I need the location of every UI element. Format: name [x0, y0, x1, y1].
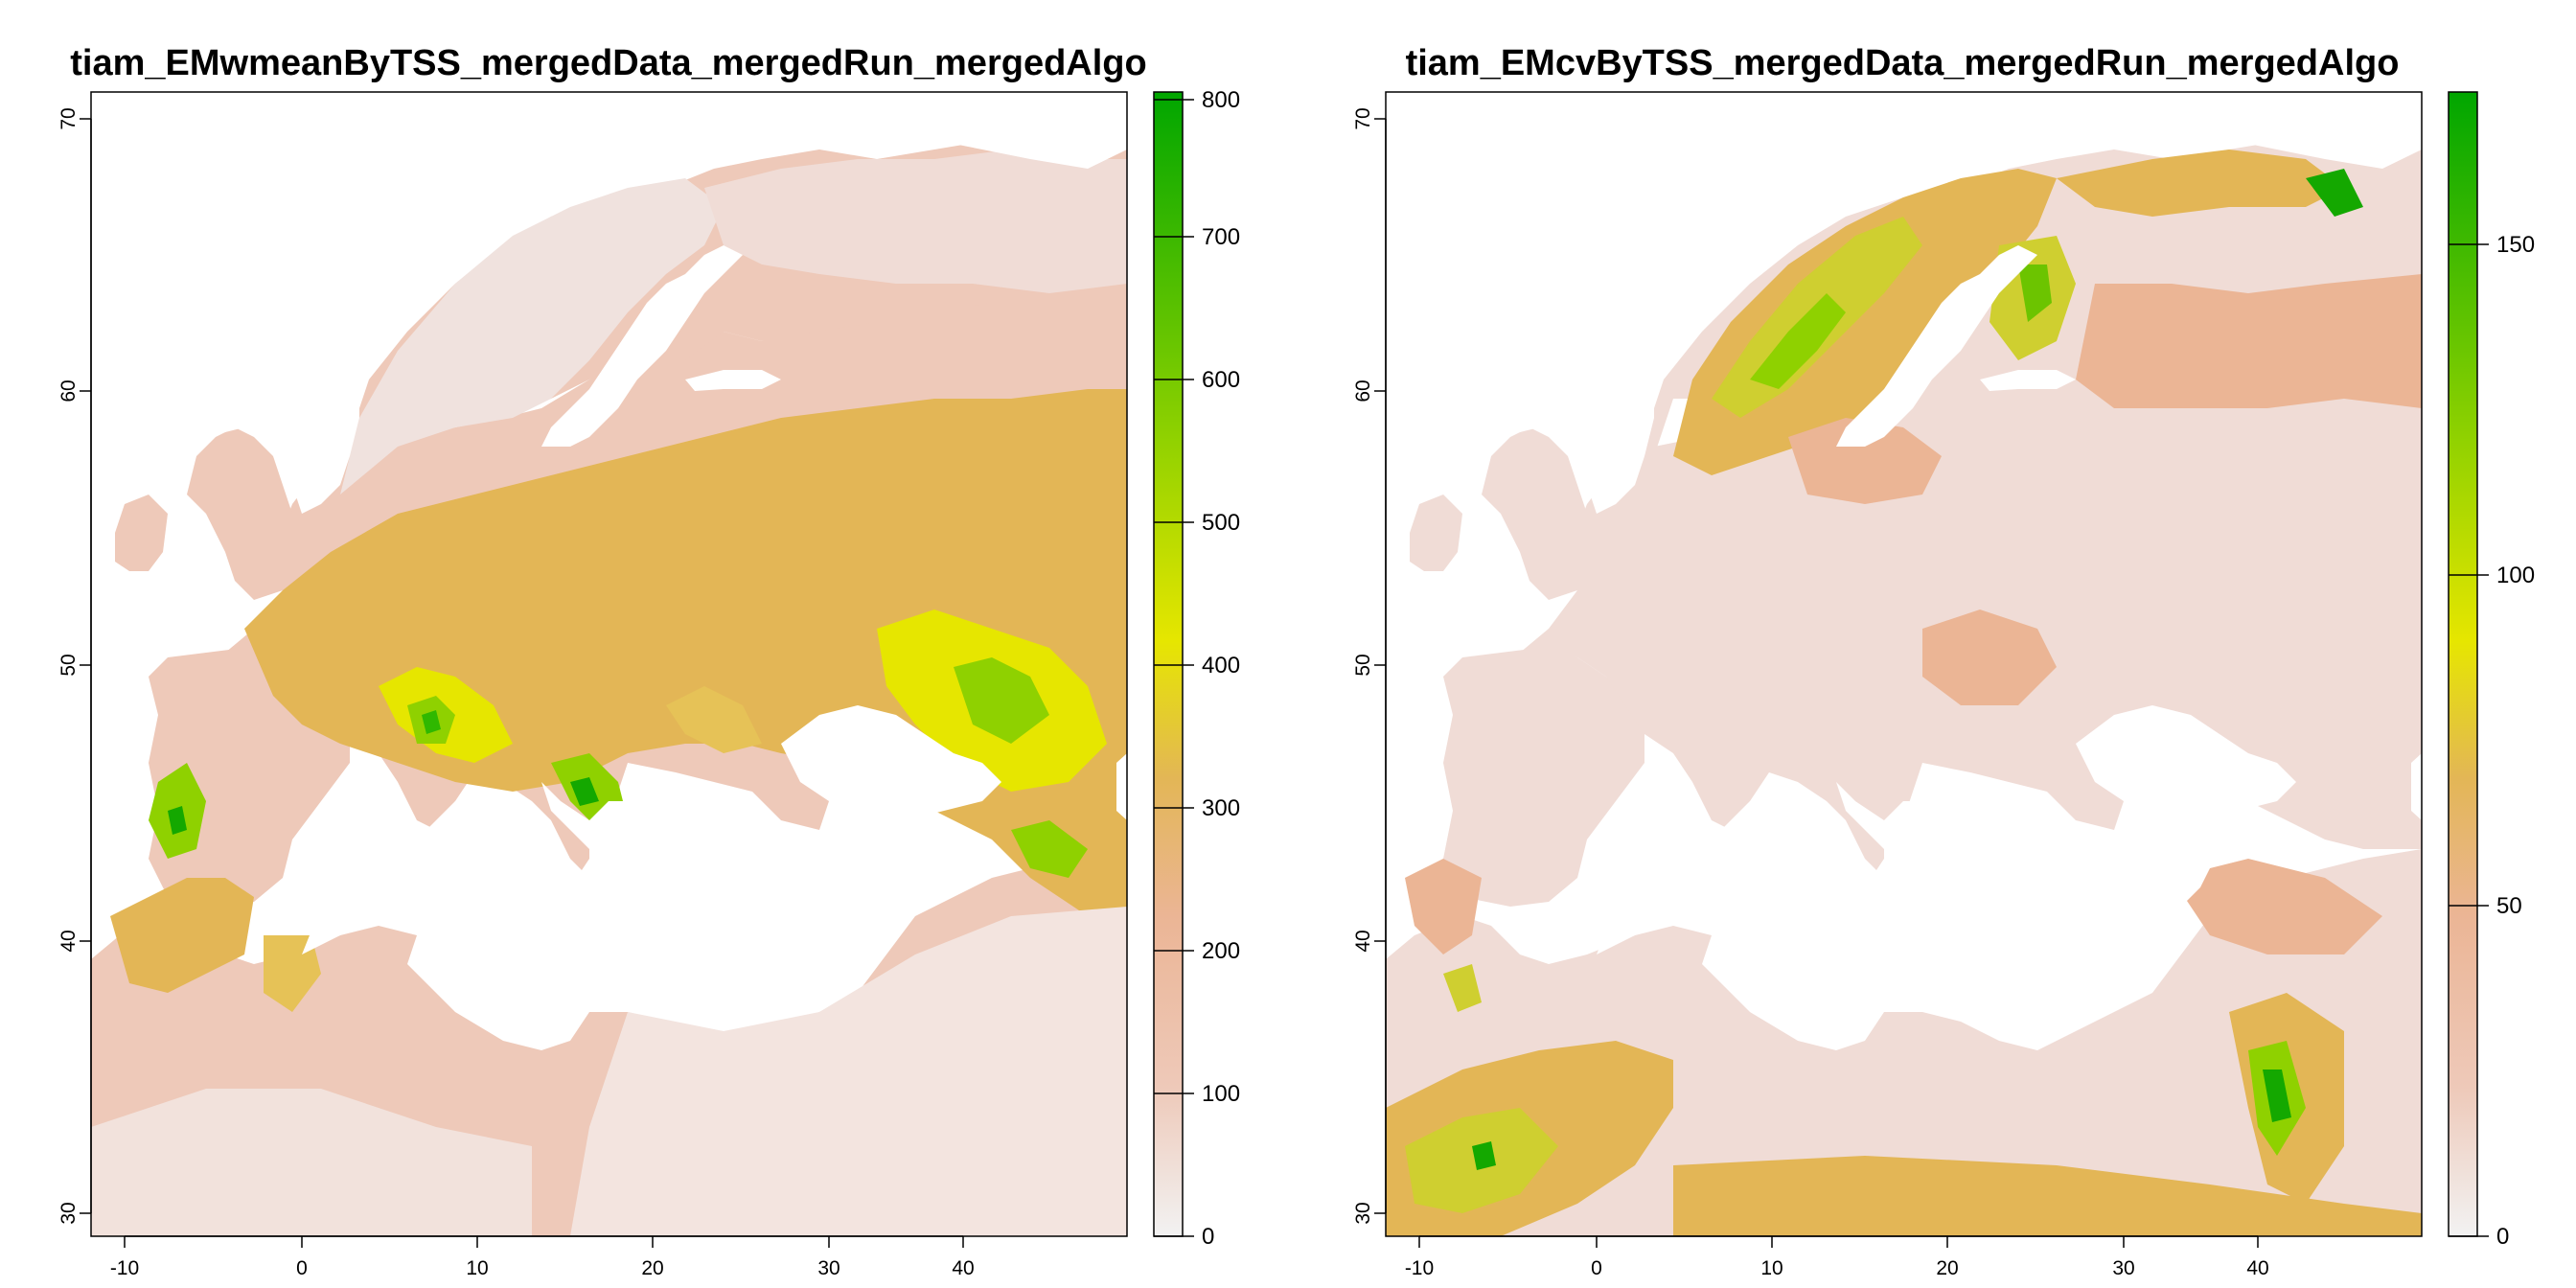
- x-tick-label: 40: [2246, 1257, 2268, 1279]
- x-tick-label: 20: [1936, 1257, 1958, 1279]
- x-tick-label: 40: [952, 1257, 974, 1279]
- x-tick-label: 30: [2112, 1257, 2134, 1279]
- y-tick-label: 50: [58, 654, 80, 676]
- colorbar-tick-label: 150: [2496, 232, 2535, 258]
- y-tick-label: 30: [1352, 1202, 1374, 1224]
- map-right: [1386, 92, 2422, 1236]
- colorbar-tick-label: 700: [1202, 224, 1240, 250]
- colorbar-tick-label: 400: [1202, 653, 1240, 678]
- x-tick-label: 10: [466, 1257, 488, 1279]
- colorbar-tick-label: 50: [2496, 893, 2522, 919]
- x-axis-right: -10 0 10 20 30 40: [1405, 1235, 2269, 1279]
- colorbar-tick-label: 800: [1202, 87, 1240, 113]
- x-tick-label: 10: [1760, 1257, 1782, 1279]
- y-axis-right: 30 40 50 60 70: [1352, 107, 1387, 1225]
- y-axis-left: 30 40 50 60 70: [58, 107, 92, 1225]
- panel-right: tiam_EMcvByTSS_mergedData_mergedRun_merg…: [1352, 43, 2535, 1279]
- colorbar-tick-label: 500: [1202, 510, 1240, 536]
- colorbar-right: 0 50 100 150: [2448, 91, 2535, 1250]
- x-axis-left: -10 0 10 20 30 40: [110, 1235, 975, 1279]
- x-tick-label: 20: [641, 1257, 663, 1279]
- y-tick-label: 70: [1352, 107, 1374, 129]
- y-tick-label: 50: [1352, 654, 1374, 676]
- x-tick-label: 0: [1591, 1257, 1602, 1279]
- colorbar-tick-label: 200: [1202, 938, 1240, 964]
- x-tick-label: 30: [817, 1257, 840, 1279]
- x-tick-label: -10: [1405, 1257, 1434, 1279]
- colorbar-left: 0 100 200 300 400 500 600 700 800: [1153, 87, 1240, 1250]
- colorbar-tick-label: 0: [2496, 1224, 2509, 1250]
- y-tick-label: 70: [58, 107, 80, 129]
- panel-left-title: tiam_EMwmeanByTSS_mergedData_mergedRun_m…: [70, 43, 1146, 83]
- y-tick-label: 30: [58, 1202, 80, 1224]
- panel-right-title: tiam_EMcvByTSS_mergedData_mergedRun_merg…: [1406, 43, 2400, 83]
- y-tick-label: 60: [58, 380, 80, 402]
- colorbar-tick-label: 300: [1202, 795, 1240, 821]
- colorbar-left-ticks: [1154, 99, 1194, 1237]
- x-tick-label: 0: [296, 1257, 308, 1279]
- x-tick-label: -10: [110, 1257, 139, 1279]
- colorbar-tick-label: 0: [1202, 1224, 1214, 1250]
- map-left: [91, 92, 1127, 1236]
- y-tick-label: 40: [1352, 930, 1374, 952]
- colorbar-right-ticks: [2449, 243, 2489, 1237]
- colorbar-tick-label: 100: [2496, 563, 2535, 588]
- panel-left: tiam_EMwmeanByTSS_mergedData_mergedRun_m…: [58, 43, 1240, 1279]
- colorbar-tick-label: 600: [1202, 367, 1240, 393]
- y-tick-label: 60: [1352, 380, 1374, 402]
- y-tick-label: 40: [58, 930, 80, 952]
- colorbar-tick-label: 100: [1202, 1081, 1240, 1107]
